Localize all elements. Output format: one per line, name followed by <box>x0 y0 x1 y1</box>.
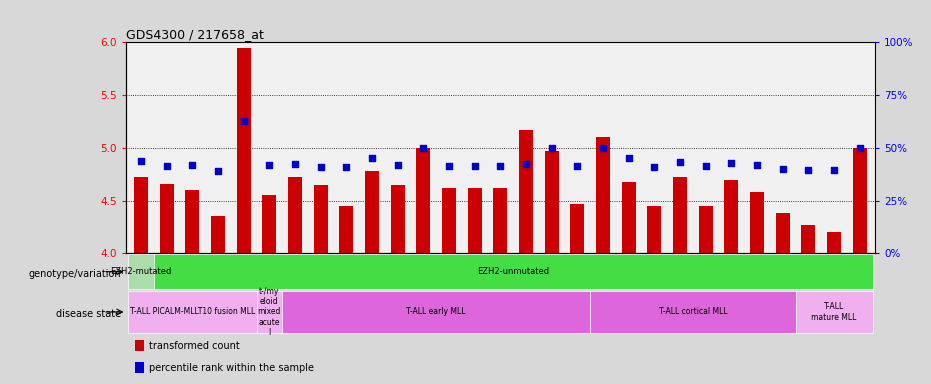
Bar <box>827 232 841 253</box>
Bar <box>257 291 282 333</box>
Bar <box>622 182 636 253</box>
Text: percentile rank within the sample: percentile rank within the sample <box>149 362 314 372</box>
Text: EZH2-mutated: EZH2-mutated <box>111 267 172 276</box>
Text: T-ALL
mature MLL: T-ALL mature MLL <box>812 302 857 322</box>
Bar <box>796 291 872 333</box>
Bar <box>135 362 144 373</box>
Bar <box>545 151 559 253</box>
Bar <box>160 184 174 253</box>
Bar <box>493 188 507 253</box>
Point <box>314 164 329 170</box>
Point <box>827 167 842 173</box>
Bar <box>467 188 482 253</box>
Bar <box>236 48 250 253</box>
Text: GDS4300 / 217658_at: GDS4300 / 217658_at <box>126 28 263 41</box>
Point <box>467 163 482 169</box>
Bar <box>185 190 199 253</box>
Point <box>288 161 303 167</box>
Point <box>492 163 507 169</box>
Bar <box>571 204 585 253</box>
Point <box>570 163 585 169</box>
Bar <box>340 206 354 253</box>
Point <box>647 164 662 170</box>
Text: EZH2-unmutated: EZH2-unmutated <box>478 267 549 276</box>
Point <box>262 162 277 168</box>
Bar <box>590 291 796 333</box>
Bar <box>802 225 816 253</box>
Point <box>672 159 687 165</box>
Point <box>236 118 251 124</box>
Point <box>519 161 533 167</box>
Bar <box>519 130 533 253</box>
Point <box>749 162 764 168</box>
Point <box>416 145 431 151</box>
Point <box>621 155 636 161</box>
Bar <box>365 171 379 253</box>
Point <box>210 168 225 174</box>
Bar <box>391 185 405 253</box>
Bar <box>724 180 738 253</box>
Point <box>134 157 149 164</box>
Text: genotype/variation: genotype/variation <box>29 268 121 278</box>
Bar <box>853 148 867 253</box>
Bar <box>134 177 148 253</box>
Bar <box>442 188 456 253</box>
Bar <box>288 177 303 253</box>
Point <box>441 163 456 169</box>
Bar <box>416 148 430 253</box>
Point <box>390 162 405 168</box>
Bar <box>596 137 610 253</box>
Bar <box>128 254 154 289</box>
Bar <box>698 206 713 253</box>
Point <box>776 166 790 172</box>
Bar <box>647 206 661 253</box>
Text: t-/my
eloid
mixed
acute
l: t-/my eloid mixed acute l <box>258 287 281 337</box>
Bar <box>211 217 225 253</box>
Point <box>724 160 739 166</box>
Bar <box>673 177 687 253</box>
Point <box>545 145 560 151</box>
Point <box>339 164 354 170</box>
Text: transformed count: transformed count <box>149 341 239 351</box>
Point <box>365 155 380 161</box>
Text: T-ALL PICALM-MLLT10 fusion MLL: T-ALL PICALM-MLLT10 fusion MLL <box>129 308 255 316</box>
Point <box>596 145 611 151</box>
Bar <box>750 192 764 253</box>
Point <box>852 145 867 151</box>
Text: T-ALL early MLL: T-ALL early MLL <box>407 308 466 316</box>
Bar <box>776 214 789 253</box>
Bar <box>314 185 328 253</box>
Point <box>159 163 174 169</box>
Text: T-ALL cortical MLL: T-ALL cortical MLL <box>658 308 727 316</box>
Point <box>185 162 200 168</box>
Text: disease state: disease state <box>56 309 121 319</box>
Bar <box>263 195 277 253</box>
Point <box>698 163 713 169</box>
Bar <box>282 291 590 333</box>
Bar <box>128 291 257 333</box>
Point <box>801 167 816 173</box>
Bar <box>135 340 144 351</box>
